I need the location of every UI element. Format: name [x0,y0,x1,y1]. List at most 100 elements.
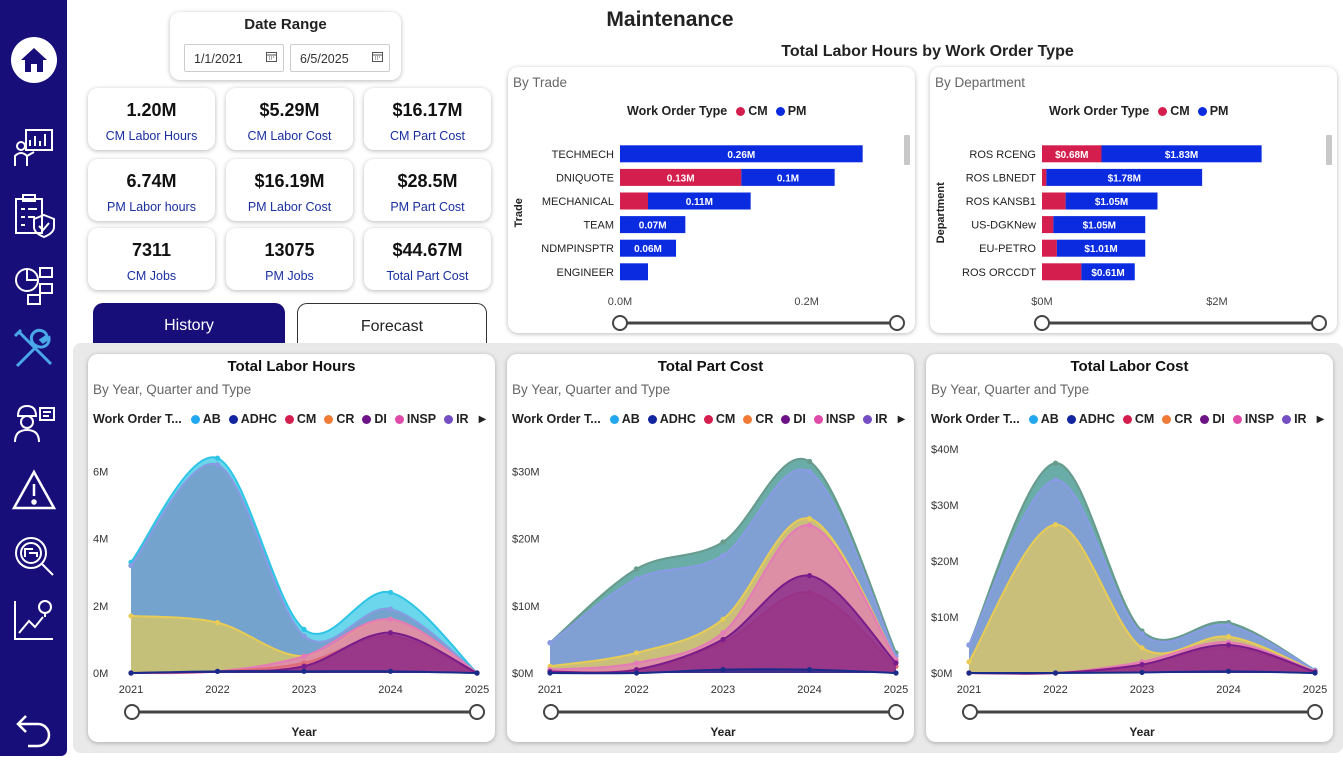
data-point [1052,477,1059,483]
data-point [301,668,307,674]
data-point [387,630,394,636]
y-tick-label: 4M [93,534,108,546]
legend-next-icon[interactable]: ▶ [897,413,906,425]
data-point [214,462,221,468]
category-label: TEAM [583,220,614,232]
kpi-label: PM Jobs [265,269,314,283]
bar-cm [1042,192,1066,210]
legend-item-cm[interactable]: CM [703,412,735,426]
legend-label: CM [748,104,768,118]
legend-item-di[interactable]: DI [781,412,806,426]
bar-chart-card-department: By Department Work Order Type CM PM Depa… [930,67,1337,333]
series-line-yellow [968,523,1316,673]
org-chart-icon[interactable] [8,258,60,310]
series-line-green [549,457,897,654]
legend-item-ab[interactable]: AB [190,412,221,426]
legend-item-pm[interactable]: PM [775,104,806,118]
legend-next-icon[interactable]: ▶ [1316,413,1325,425]
legend-item-ir[interactable]: IR [863,412,888,426]
trend-icon[interactable] [8,594,60,646]
tab-forecast[interactable]: Forecast [297,303,487,347]
chart-title: Total Labor Cost [1070,358,1189,375]
legend-item-adhc[interactable]: ADHC [647,412,696,426]
range-slider-start-handle[interactable] [962,704,978,720]
range-slider-end-handle[interactable] [1311,315,1327,331]
category-label: ENGINEER [557,267,615,279]
back-icon[interactable] [8,702,60,754]
checklist-shield-icon[interactable] [8,190,60,242]
kpi-label: PM Labor hours [107,200,196,214]
legend-next-icon[interactable]: ▶ [478,413,487,425]
legend-label: IR [875,412,888,426]
range-slider-start-handle[interactable] [543,704,559,720]
data-point [214,455,221,461]
data-point [720,636,726,643]
legend-item-ab[interactable]: AB [1028,412,1059,426]
kpi-card: 13075 PM Jobs [226,228,353,290]
data-point [966,670,972,676]
legend-dot-cm [736,106,746,116]
legend-dot [1282,414,1292,424]
warning-icon[interactable] [8,464,60,516]
area-chart-labor-hours: 0M 2M 4M 6M 2021 2022 2023 2024 2025 Year [93,455,489,739]
legend-item-cm[interactable]: CM [1122,412,1154,426]
category-label: EU-PETRO [979,243,1036,255]
start-date-value: 1/1/2021 [194,52,243,66]
legend-item-insp[interactable]: INSP [394,412,436,426]
data-point [1052,522,1059,528]
range-slider-start-handle[interactable] [124,704,140,720]
data-point [128,562,134,569]
calendar-icon[interactable] [266,51,277,62]
data-point [633,650,640,656]
legend-item-ir[interactable]: IR [444,412,469,426]
y-axis-label: Department [935,182,947,243]
legend-item-adhc[interactable]: ADHC [228,412,277,426]
kpi-card: 1.20M CM Labor Hours [88,88,215,150]
legend-title: Work Order T... [512,412,601,426]
legend-item-ir[interactable]: IR [1282,412,1307,426]
scrollbar [904,135,910,165]
area-chart-card-labor-hours: Total Labor Hours By Year, Quarter and T… [88,354,495,742]
series-line-pink [549,524,897,671]
tab-history[interactable]: History [93,303,285,347]
legend-item-cr[interactable]: CR [1162,412,1192,426]
data-point [720,667,726,673]
worker-icon[interactable] [8,396,60,448]
data-point [1052,670,1059,676]
start-date-input[interactable]: 1/1/2021 [184,44,284,72]
legend-item-cm[interactable]: CM [284,412,316,426]
inspection-icon[interactable] [8,530,60,582]
legend-item-adhc[interactable]: ADHC [1066,412,1115,426]
range-slider-end-handle[interactable] [889,315,905,331]
range-slider-start-handle[interactable] [612,315,628,331]
legend-item-cr[interactable]: CR [324,412,354,426]
home-icon[interactable] [8,34,60,86]
range-slider-end-handle[interactable] [469,704,485,720]
kpi-value: $28.5M [397,171,458,191]
range-slider-start-handle[interactable] [1034,315,1050,331]
legend-item-insp[interactable]: INSP [813,412,855,426]
legend-item-di[interactable]: DI [362,412,387,426]
dashboard-icon[interactable] [8,122,60,174]
end-date-input[interactable]: 6/5/2025 [290,44,390,72]
range-slider-end-handle[interactable] [888,704,904,720]
data-label: $0.61M [1091,268,1124,279]
bar-chart-trade: Trade TECHMECH 0.26M DNIQUOTE 0.13M 0.1M MECHA… [513,135,910,331]
chart-subtitle: By Trade [513,75,568,90]
tools-icon[interactable] [8,323,60,375]
legend-item-insp[interactable]: INSP [1232,412,1274,426]
data-point [1225,622,1232,629]
legend-item-di[interactable]: DI [1200,412,1225,426]
kpi-value: 7311 [131,240,172,260]
x-tick-label: 2025 [1303,684,1327,696]
legend-item-cm[interactable]: CM [1158,104,1190,118]
legend-item-cr[interactable]: CR [743,412,773,426]
series-line-total [130,456,478,674]
calendar-icon[interactable] [372,51,383,62]
legend-item-pm[interactable]: PM [1197,104,1228,118]
bar-legend: Work Order Type CM PM [1049,104,1236,118]
legend-item-ab[interactable]: AB [609,412,640,426]
range-slider-end-handle[interactable] [1307,704,1323,720]
chart-subtitle: By Year, Quarter and Type [931,382,1090,397]
legend-item-cm[interactable]: CM [736,104,768,118]
